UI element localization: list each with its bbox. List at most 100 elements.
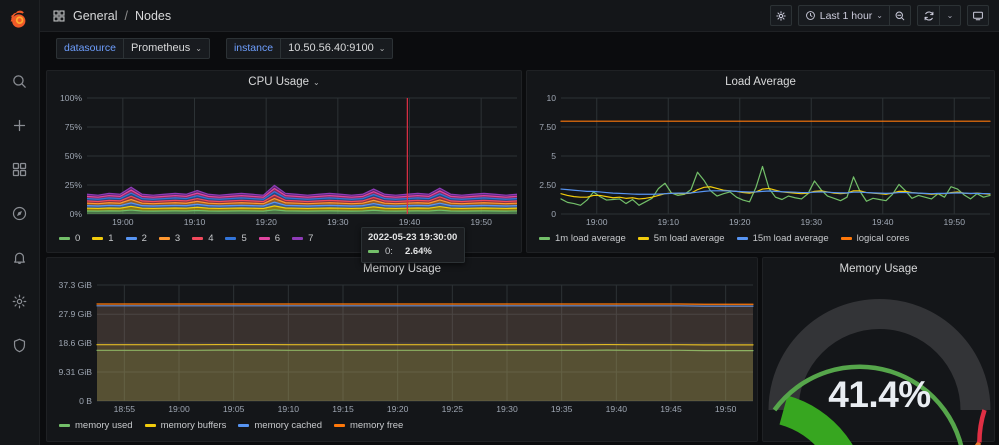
- y-axis-tick: 0: [551, 209, 556, 219]
- y-axis-tick: 5: [551, 151, 556, 161]
- y-axis-tick: 2.50: [539, 180, 556, 190]
- template-variables-bar: datasource Prometheus ⌄ instance 10.50.5…: [40, 32, 999, 64]
- cpu-usage-plot[interactable]: 0% 25% 50% 75% 100% 19:00 19:10 19:20 19:30 19:40…: [47, 92, 523, 232]
- x-axis-tick: 19:40: [399, 217, 421, 227]
- legend-item[interactable]: 7: [292, 233, 313, 244]
- variable-instance: instance 10.50.56.40:9100 ⌄: [225, 37, 394, 59]
- legend-label: 2: [141, 233, 147, 244]
- breadcrumb-separator: /: [124, 8, 128, 23]
- legend-label: 4: [208, 233, 214, 244]
- load-average-plot[interactable]: 0 2.50 5 7.50 10 19:00 19:10 19:20 19:30 19:40 19:…: [527, 92, 996, 232]
- tooltip-timestamp: 2022-05-23 19:30:00: [368, 232, 458, 243]
- panel-title-text: CPU Usage: [248, 76, 309, 88]
- tooltip-series-swatch: [368, 250, 379, 253]
- load-average-legend: 1m load average 5m load average 15m load a…: [539, 233, 990, 244]
- legend-item[interactable]: 6: [258, 233, 280, 244]
- legend-swatch: [225, 237, 237, 240]
- time-range-picker[interactable]: Last 1 hour ⌄: [797, 5, 889, 26]
- legend-swatch: [258, 237, 270, 240]
- legend-item[interactable]: logical cores: [840, 233, 909, 244]
- sidebar-nav: [0, 0, 40, 445]
- gauge-value: 41.4%: [828, 374, 931, 415]
- y-axis-tick: 75%: [65, 122, 83, 132]
- shield-icon: [13, 338, 26, 352]
- dashboard-grid-icon: [52, 9, 66, 23]
- x-axis-tick: 19:35: [551, 404, 573, 414]
- refresh-interval-dropdown[interactable]: ⌄: [939, 5, 961, 26]
- legend-item[interactable]: memory used: [59, 420, 133, 431]
- refresh-icon: [924, 11, 933, 20]
- variable-datasource-select[interactable]: Prometheus ⌄: [122, 37, 210, 59]
- legend-swatch: [333, 424, 345, 427]
- legend-item[interactable]: 3: [158, 233, 181, 244]
- panel-title-memory-usage[interactable]: Memory Usage: [47, 258, 757, 275]
- legend-swatch: [192, 237, 204, 240]
- x-axis-tick: 19:30: [327, 217, 349, 227]
- y-axis-tick: 18.6 GiB: [59, 338, 93, 348]
- x-axis-tick: 19:50: [715, 404, 737, 414]
- legend-label: 1: [108, 233, 114, 244]
- tooltip-series-row: 0: 2.64%: [368, 246, 457, 257]
- x-axis-tick: 19:40: [606, 404, 628, 414]
- tooltip-series-name: 0:: [385, 246, 393, 257]
- sidebar-item-dashboards[interactable]: [9, 158, 31, 180]
- mem-plot-svg: 0 B 9.31 GiB 18.6 GiB 27.9 GiB 37.3 GiB 18:55…: [59, 280, 754, 414]
- legend-item[interactable]: memory buffers: [144, 420, 227, 431]
- legend-swatch: [840, 237, 852, 240]
- legend-item[interactable]: 4: [192, 233, 213, 244]
- panel-title-cpu-usage[interactable]: CPU Usage ⌄: [47, 71, 521, 88]
- y-axis-tick: 100%: [60, 93, 82, 103]
- chevron-down-icon: ⌄: [378, 43, 386, 53]
- sidebar-item-create[interactable]: [9, 114, 31, 136]
- gear-icon: [12, 294, 27, 308]
- memory-usage-legend: memory used memory buffers memory cached me…: [59, 420, 753, 431]
- legend-label: 0: [75, 233, 81, 244]
- variable-instance-select[interactable]: 10.50.56.40:9100 ⌄: [280, 37, 394, 59]
- legend-label: memory cached: [254, 420, 322, 431]
- legend-label: 3: [174, 233, 181, 244]
- refresh-button[interactable]: [917, 5, 939, 26]
- panel-title-memory-gauge[interactable]: Memory Usage: [763, 258, 994, 275]
- legend-item[interactable]: 1m load average: [539, 233, 626, 244]
- legend-item[interactable]: 1: [92, 233, 114, 244]
- time-zoom-out-button[interactable]: [889, 5, 911, 26]
- x-axis-tick: 19:45: [660, 404, 682, 414]
- breadcrumb-folder[interactable]: General: [73, 8, 118, 23]
- legend-item[interactable]: 2: [125, 233, 147, 244]
- variable-datasource: datasource Prometheus ⌄: [56, 37, 210, 59]
- legend-item[interactable]: memory free: [333, 420, 403, 431]
- sidebar-item-alerting[interactable]: [9, 246, 31, 268]
- x-axis-tick: 19:25: [442, 404, 464, 414]
- time-range-label: Last 1 hour: [819, 9, 873, 22]
- dashboard-settings-button[interactable]: [769, 5, 792, 26]
- panel-title-text: Memory Usage: [363, 263, 441, 275]
- sidebar-item-explore[interactable]: [9, 202, 31, 224]
- memory-usage-plot[interactable]: 0 B 9.31 GiB 18.6 GiB 27.9 GiB 37.3 GiB 18:55…: [47, 279, 759, 419]
- panel-load-average: Load Average 0 2.50 5 7.50 10 19:00 19:10 19:20…: [526, 70, 995, 253]
- panel-title-load-average[interactable]: Load Average: [527, 71, 994, 88]
- legend-item[interactable]: memory cached: [238, 420, 322, 431]
- legend-item[interactable]: 15m load average: [736, 233, 829, 244]
- zoom-out-icon: [895, 11, 905, 20]
- legend-item[interactable]: 5m load average: [637, 233, 725, 244]
- gauge-arc: [768, 299, 991, 445]
- grafana-logo[interactable]: [0, 0, 40, 40]
- breadcrumb-dashboard[interactable]: Nodes: [134, 8, 172, 23]
- tv-icon: [973, 11, 983, 20]
- x-axis-tick: 19:00: [586, 217, 608, 227]
- kiosk-mode-button[interactable]: [967, 5, 989, 26]
- sidebar-item-configuration[interactable]: [9, 290, 31, 312]
- sidebar-item-search[interactable]: [9, 70, 31, 92]
- x-axis-tick: 19:10: [657, 217, 679, 227]
- y-axis-tick: 37.3 GiB: [59, 280, 93, 290]
- legend-item[interactable]: 5: [225, 233, 247, 244]
- x-axis-tick: 19:30: [800, 217, 822, 227]
- dashboards-icon: [12, 162, 27, 176]
- legend-label: memory buffers: [160, 420, 227, 431]
- clock-icon: [805, 11, 815, 20]
- panel-title-text: Load Average: [725, 76, 796, 88]
- sidebar-item-server-admin[interactable]: [9, 334, 31, 356]
- legend-item[interactable]: 0: [59, 233, 80, 244]
- variable-datasource-label: datasource: [56, 37, 123, 59]
